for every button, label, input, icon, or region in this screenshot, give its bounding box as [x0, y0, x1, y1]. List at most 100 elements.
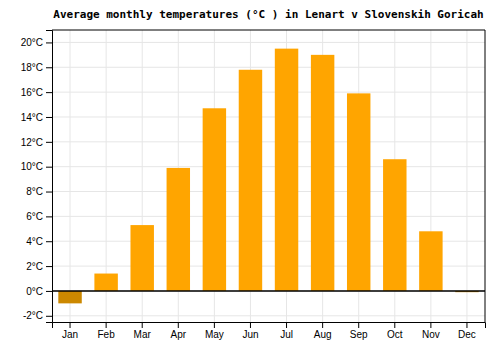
- bar: [203, 108, 226, 291]
- y-tick-label: 20°C: [21, 37, 43, 48]
- x-tick-label: Apr: [171, 329, 187, 340]
- y-tick-mark: [46, 42, 52, 43]
- y-tick-label: -2°C: [23, 310, 43, 321]
- y-tick-label: 12°C: [21, 137, 43, 148]
- x-tick: Oct: [387, 322, 403, 340]
- x-tick: Apr: [171, 322, 187, 340]
- bars: [58, 49, 478, 304]
- y-tick-label: 2°C: [26, 261, 43, 272]
- grid-line: [52, 141, 485, 142]
- y-tick: 8°C: [26, 186, 52, 197]
- x-tick-mark: [466, 322, 467, 328]
- bar: [239, 70, 262, 291]
- grid-line: [52, 67, 485, 68]
- grid-line: [70, 30, 71, 322]
- y-tick-mark: [46, 92, 52, 93]
- grid-line: [52, 166, 485, 167]
- x-tick-mark: [70, 322, 71, 328]
- y-tick: -2°C: [23, 310, 52, 321]
- grid-line: [52, 216, 485, 217]
- y-tick: 18°C: [21, 62, 52, 73]
- x-tick-mark: [394, 322, 395, 328]
- x-tick-label: Jul: [280, 329, 293, 340]
- x-tick: Jun: [242, 322, 258, 340]
- grid-line: [52, 42, 485, 43]
- x-tick: Jan: [62, 322, 78, 340]
- x-tick-label: Jan: [62, 329, 78, 340]
- x-tick-label: Aug: [314, 329, 332, 340]
- x-tick-label: Sep: [350, 329, 368, 340]
- y-tick-mark: [46, 241, 52, 242]
- y-tick-mark: [46, 291, 52, 292]
- x-tick-label: Nov: [422, 329, 440, 340]
- y-tick: 12°C: [21, 137, 52, 148]
- y-tick-label: 14°C: [21, 112, 43, 123]
- bar: [383, 159, 406, 291]
- zero-line: [52, 290, 485, 292]
- y-tick: 4°C: [26, 236, 52, 247]
- x-tick-mark: [250, 322, 251, 328]
- bar: [347, 93, 370, 291]
- title: Average monthly temperatures (°C ) in Le…: [53, 8, 483, 21]
- x-tick: Nov: [422, 322, 440, 340]
- y-tick: 2°C: [26, 261, 52, 272]
- x-tick-mark: [106, 322, 107, 328]
- x-tick-mark: [286, 322, 287, 328]
- x-tick: Aug: [314, 322, 332, 340]
- bar: [275, 49, 298, 291]
- x-tick: Mar: [134, 322, 152, 340]
- grid-line: [52, 290, 485, 291]
- grid-line: [52, 116, 485, 117]
- grid-line: [52, 92, 485, 93]
- bar: [130, 225, 153, 291]
- x-tick-mark: [178, 322, 179, 328]
- y-tick-mark: [46, 266, 52, 267]
- grid-line: [52, 315, 485, 316]
- x-tick: Feb: [98, 322, 116, 340]
- x-tick-mark: [322, 322, 323, 328]
- x-tick-label: Feb: [98, 329, 116, 340]
- bar: [311, 55, 334, 291]
- x-tick-label: Jun: [242, 329, 258, 340]
- plot-frame: [485, 30, 486, 322]
- y-tick-mark: [46, 216, 52, 217]
- y-tick: 20°C: [21, 37, 52, 48]
- bar: [94, 274, 117, 291]
- y-tick: 6°C: [26, 211, 52, 222]
- plot: -2°C 0°C 2°C 4°C 6°C 8°C 10°C 12°C 14°C 16°C 18°C 2…: [21, 30, 486, 340]
- y-tick-label: 10°C: [21, 161, 43, 172]
- y-axis: -2°C 0°C 2°C 4°C 6°C 8°C 10°C 12°C 14°C 16°C 18°C 2…: [21, 31, 53, 323]
- x-tick-label: May: [205, 329, 224, 340]
- grid-line: [52, 191, 485, 192]
- x-axis-line: [53, 323, 486, 329]
- y-tick-label: 4°C: [26, 236, 43, 247]
- y-tick: 16°C: [21, 87, 52, 98]
- y-tick-label: 6°C: [26, 211, 43, 222]
- bar: [58, 291, 81, 303]
- y-tick: 0°C: [26, 286, 52, 297]
- y-tick-label: 8°C: [26, 186, 43, 197]
- chart: -2°C 0°C 2°C 4°C 6°C 8°C 10°C 12°C 14°C 16°C 18°C 2…: [0, 0, 500, 350]
- y-tick-mark: [46, 192, 52, 193]
- grid-line: [466, 30, 467, 322]
- x-tick-label: Oct: [387, 329, 403, 340]
- y-tick: 14°C: [21, 112, 52, 123]
- y-tick-mark: [46, 142, 52, 143]
- x-tick: Sep: [350, 322, 368, 340]
- x-tick-mark: [142, 322, 143, 328]
- x-tick-mark: [358, 322, 359, 328]
- x-tick-label: Dec: [458, 329, 476, 340]
- y-tick-mark: [46, 117, 52, 118]
- y-tick: 10°C: [21, 161, 52, 172]
- x-tick-mark: [430, 322, 431, 328]
- plot-frame: [52, 30, 485, 31]
- y-tick-label: 18°C: [21, 62, 43, 73]
- y-axis-line: [46, 31, 53, 323]
- x-tick: Dec: [458, 322, 476, 340]
- x-axis: Jan Feb Mar Apr May Jun Jul Aug Sep Oct Nov Dec: [53, 322, 486, 340]
- y-tick-mark: [46, 167, 52, 168]
- x-tick-mark: [214, 322, 215, 328]
- y-tick-label: 16°C: [21, 87, 43, 98]
- bar: [167, 168, 190, 291]
- x-tick-label: Mar: [134, 329, 152, 340]
